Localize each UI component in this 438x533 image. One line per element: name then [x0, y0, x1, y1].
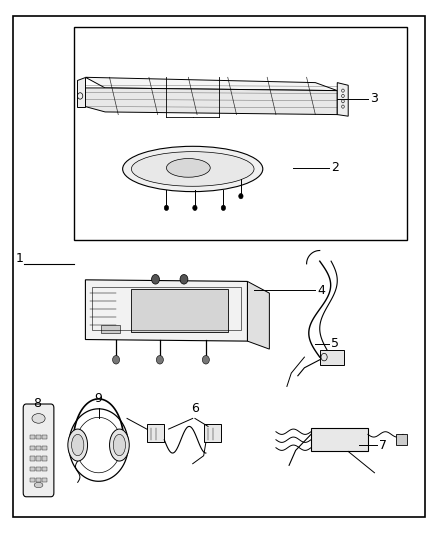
Circle shape	[202, 356, 209, 364]
Circle shape	[239, 193, 243, 199]
Bar	[36, 435, 41, 439]
Polygon shape	[85, 77, 337, 91]
Ellipse shape	[68, 429, 88, 461]
Bar	[42, 446, 47, 450]
Text: 1: 1	[16, 252, 24, 265]
Text: 2: 2	[331, 161, 339, 174]
FancyBboxPatch shape	[23, 404, 54, 497]
Ellipse shape	[166, 159, 210, 177]
Circle shape	[180, 274, 188, 284]
Ellipse shape	[71, 434, 84, 456]
Ellipse shape	[113, 434, 126, 456]
Bar	[36, 467, 41, 471]
Bar	[320, 350, 344, 365]
Text: 4: 4	[318, 284, 325, 297]
Bar	[311, 428, 368, 451]
Text: 7: 7	[379, 439, 387, 451]
Bar	[42, 456, 47, 461]
Bar	[30, 446, 35, 450]
Bar	[36, 446, 41, 450]
Ellipse shape	[32, 414, 45, 423]
Ellipse shape	[110, 429, 129, 461]
Bar	[204, 424, 221, 442]
Polygon shape	[85, 280, 247, 341]
Circle shape	[221, 205, 226, 211]
Circle shape	[152, 274, 159, 284]
Bar	[396, 434, 407, 445]
Polygon shape	[337, 83, 348, 116]
Bar	[36, 456, 41, 461]
Bar	[30, 456, 35, 461]
Bar	[30, 435, 35, 439]
Bar	[42, 478, 47, 482]
Bar	[30, 478, 35, 482]
Bar	[74, 27, 407, 240]
Bar	[147, 424, 164, 442]
Polygon shape	[85, 88, 337, 115]
Circle shape	[156, 356, 163, 364]
Ellipse shape	[34, 482, 43, 488]
Bar	[42, 435, 47, 439]
Circle shape	[113, 356, 120, 364]
Text: 9: 9	[95, 392, 102, 405]
Bar	[30, 467, 35, 471]
Text: 8: 8	[33, 398, 41, 410]
Ellipse shape	[131, 151, 254, 186]
Ellipse shape	[123, 146, 263, 191]
Bar	[92, 287, 241, 330]
Polygon shape	[247, 281, 269, 349]
Text: 3: 3	[370, 92, 378, 105]
Circle shape	[164, 205, 169, 211]
Polygon shape	[77, 77, 85, 107]
Text: 6: 6	[191, 402, 199, 415]
Bar	[36, 478, 41, 482]
Bar	[101, 325, 120, 333]
Bar	[131, 289, 228, 332]
Text: 5: 5	[331, 337, 339, 350]
Bar	[42, 467, 47, 471]
Circle shape	[193, 205, 197, 211]
